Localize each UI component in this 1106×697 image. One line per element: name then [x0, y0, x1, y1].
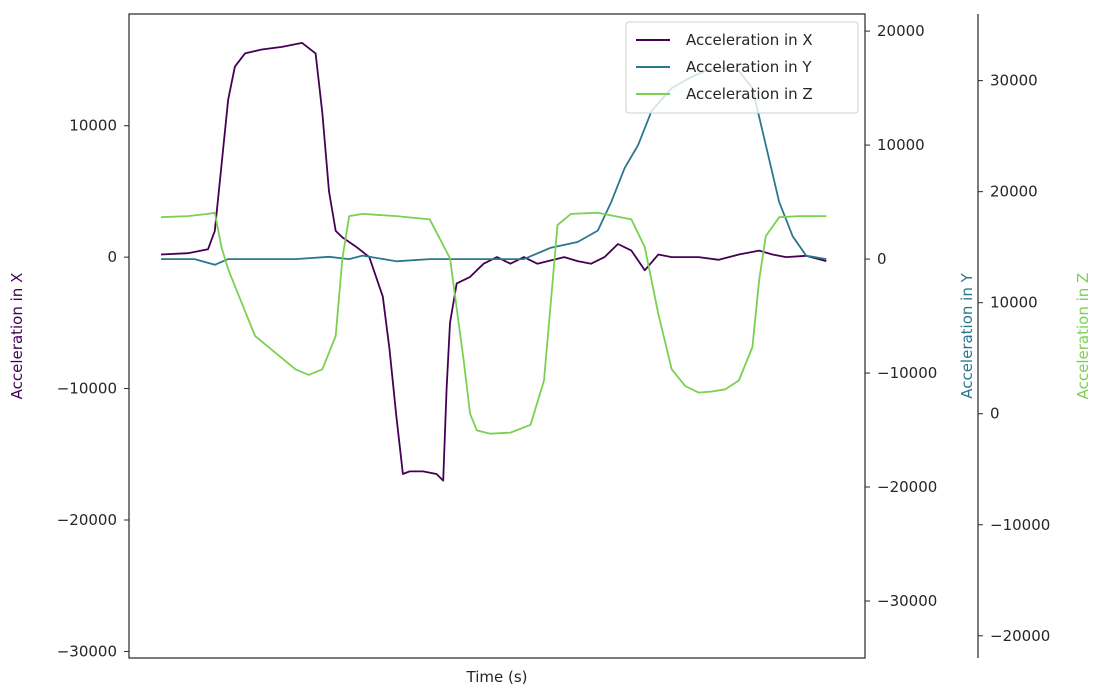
- axis-title-x: Acceleration in X: [8, 273, 26, 400]
- legend: Acceleration in X Acceleration in Y Accele…: [625, 21, 859, 114]
- tick-label-x: 0: [107, 248, 117, 266]
- tick-label-x: −10000: [57, 380, 117, 398]
- legend-entry: Acceleration in Y: [686, 58, 812, 76]
- axis-title-y: Acceleration in Y: [958, 272, 976, 398]
- tick-label-y: −10000: [877, 364, 937, 382]
- tick-label-x: 10000: [69, 117, 117, 135]
- tick-label-y: 20000: [877, 22, 925, 40]
- tick-label-z: −10000: [990, 516, 1050, 534]
- tick-label-x: −30000: [57, 642, 117, 660]
- plot-frame: [128, 13, 866, 659]
- tick-label-y: −20000: [877, 478, 937, 496]
- series-line-x: [160, 42, 827, 482]
- series-line-z: [160, 211, 827, 435]
- axes-layer: −30000 −20000 −10000 0 10000 Acceleration in …: [8, 14, 1092, 660]
- legend-entry: Acceleration in X: [686, 31, 813, 49]
- tick-label-z: −20000: [990, 627, 1050, 645]
- tick-label-z: 30000: [990, 72, 1038, 90]
- tick-label-z: 10000: [990, 294, 1038, 312]
- legend-entry: Acceleration in Z: [686, 85, 813, 103]
- tick-label-y: 0: [877, 250, 887, 268]
- tick-label-z: 20000: [990, 183, 1038, 201]
- tick-label-z: 0: [990, 405, 1000, 423]
- tick-label-y: −30000: [877, 592, 937, 610]
- tick-label-x: −20000: [57, 511, 117, 529]
- axis-title-z: Acceleration in Z: [1074, 273, 1092, 400]
- plot-area-border: [128, 13, 866, 659]
- tick-label-y: 10000: [877, 136, 925, 154]
- x-axis-label: Time (s): [466, 668, 528, 686]
- legend-box: [625, 21, 859, 114]
